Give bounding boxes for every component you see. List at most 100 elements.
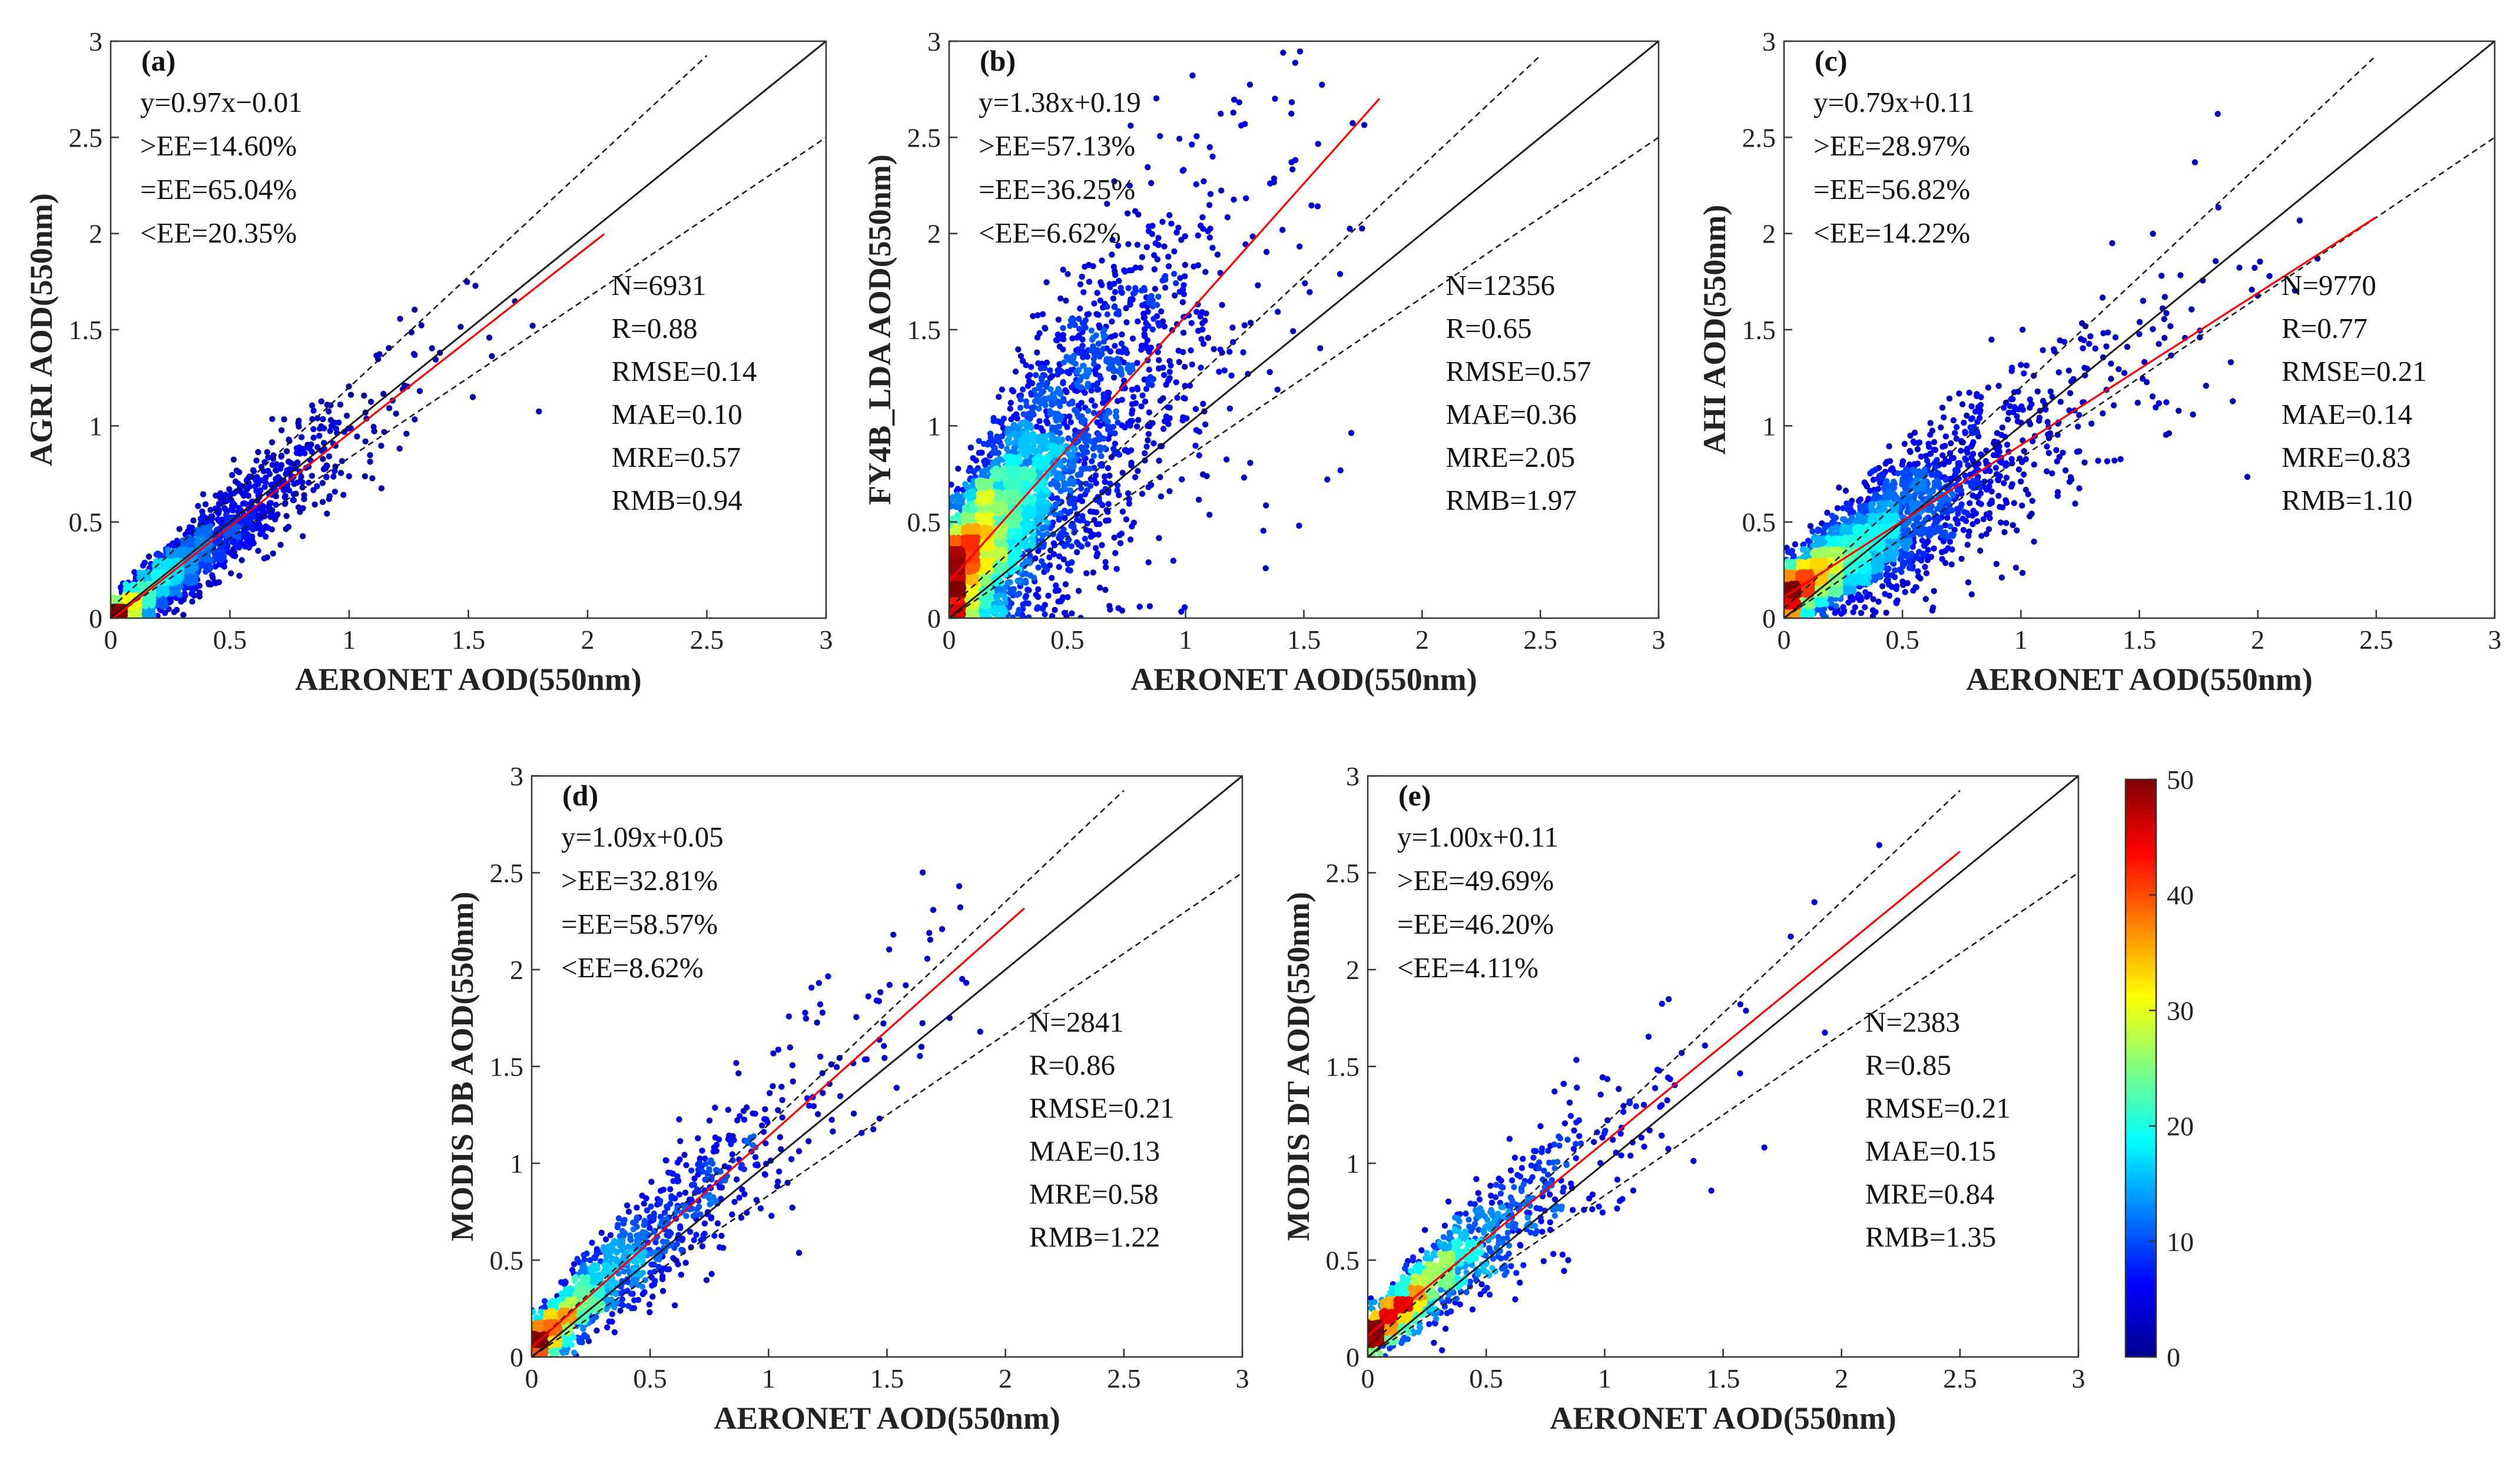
scatter-point xyxy=(1137,264,1144,271)
scatter-point xyxy=(489,353,495,360)
scatter-point xyxy=(1111,535,1118,541)
scatter-point xyxy=(1065,560,1071,567)
scatter-point xyxy=(1056,563,1062,570)
scatter-point xyxy=(1159,218,1166,225)
scatter-point xyxy=(1243,195,1249,201)
scatter-point xyxy=(1125,241,1132,247)
scatter-point xyxy=(1035,564,1042,571)
scatter-point xyxy=(1054,495,1060,502)
scatter-point xyxy=(1274,386,1281,393)
scatter-point xyxy=(1118,369,1125,375)
scatter-point xyxy=(1035,529,1042,536)
scatter-point xyxy=(1076,316,1082,322)
scatter-point xyxy=(309,402,316,409)
scatter-point xyxy=(1082,324,1089,331)
scatter-point xyxy=(1171,271,1178,277)
scatter-point xyxy=(195,503,201,509)
scatter-point xyxy=(291,480,297,487)
scatter-point xyxy=(1112,430,1118,437)
scatter-point xyxy=(1206,512,1213,518)
scatter-point xyxy=(1209,244,1216,251)
scatter-point xyxy=(1126,369,1133,376)
scatter-point xyxy=(1056,532,1063,539)
scatter-point xyxy=(1198,336,1205,343)
scatter-point xyxy=(259,530,266,537)
scatter-point xyxy=(235,524,242,530)
scatter-point xyxy=(1028,364,1034,370)
scatter-point xyxy=(1008,416,1014,423)
scatter-point xyxy=(1040,399,1046,406)
scatter-point xyxy=(1017,396,1024,403)
scatter-point xyxy=(1029,409,1036,415)
scatter-point xyxy=(1142,398,1149,405)
scatter-point xyxy=(1226,405,1234,412)
scatter-point xyxy=(318,398,324,404)
scatter-point xyxy=(1144,337,1151,344)
scatter-point xyxy=(1023,515,1030,522)
scatter-point xyxy=(1255,282,1261,288)
scatter-point xyxy=(1033,372,1039,379)
scatter-point xyxy=(1065,510,1072,516)
scatter-point xyxy=(1112,440,1119,447)
scatter-point xyxy=(1139,490,1146,497)
y-tick-label: 2.5 xyxy=(69,122,103,152)
scatter-point xyxy=(1057,391,1064,397)
scatter-point xyxy=(966,467,972,474)
scatter-point xyxy=(378,443,384,449)
scatter-point xyxy=(1020,411,1027,417)
scatter-point xyxy=(1085,311,1092,317)
scatter-point xyxy=(1081,460,1088,467)
scatter-point xyxy=(299,434,305,440)
scatter-point xyxy=(1162,284,1169,291)
scatter-point xyxy=(184,567,190,573)
scatter-point xyxy=(354,433,360,440)
scatter-point xyxy=(1029,380,1036,387)
scatter-point xyxy=(1180,349,1186,356)
scatter-point xyxy=(1147,374,1154,380)
scatter-point xyxy=(1046,394,1052,402)
scatter-point xyxy=(226,486,233,493)
scatter-point xyxy=(1263,248,1270,256)
scatter-point xyxy=(396,445,403,452)
scatter-point xyxy=(1106,472,1113,479)
scatter-point xyxy=(1116,360,1122,366)
scatter-point xyxy=(1097,376,1104,382)
scatter-point xyxy=(993,608,1000,614)
scatter-point xyxy=(181,590,188,597)
scatter-point xyxy=(1040,606,1046,612)
scatter-point xyxy=(1038,454,1045,461)
scatter-point xyxy=(278,427,285,433)
scatter-point xyxy=(996,434,1003,440)
scatter-point xyxy=(1043,459,1050,466)
scatter-point xyxy=(1060,556,1067,563)
scatter-point xyxy=(1096,585,1103,591)
scatter-point xyxy=(1156,457,1162,464)
scatter-point xyxy=(1143,443,1150,450)
scatter-point xyxy=(1135,417,1142,423)
scatter-point xyxy=(486,334,493,341)
scatter-point xyxy=(293,445,300,452)
scatter-point xyxy=(1180,330,1187,336)
scatter-point xyxy=(1066,413,1073,420)
scatter-point xyxy=(192,579,199,585)
scatter-point xyxy=(215,506,222,513)
scatter-point xyxy=(1148,180,1155,187)
scatter-point xyxy=(1160,364,1166,371)
scatter-point xyxy=(223,492,229,498)
scatter-point xyxy=(163,586,170,593)
scatter-point xyxy=(1292,59,1298,66)
scatter-point xyxy=(1089,382,1096,389)
scatter-point xyxy=(1066,451,1072,457)
scatter-point xyxy=(1272,95,1278,102)
scatter-point xyxy=(1240,349,1246,356)
scatter-point xyxy=(1113,408,1119,414)
scatter-point xyxy=(124,583,131,590)
scatter-point xyxy=(1349,120,1356,127)
scatter-point xyxy=(969,506,976,512)
scatter-point xyxy=(320,416,326,423)
scatter-point xyxy=(130,592,136,599)
scatter-point xyxy=(144,596,151,603)
scatter-point xyxy=(320,456,326,462)
scatter-point xyxy=(1020,357,1026,364)
scatter-point xyxy=(1030,442,1037,449)
